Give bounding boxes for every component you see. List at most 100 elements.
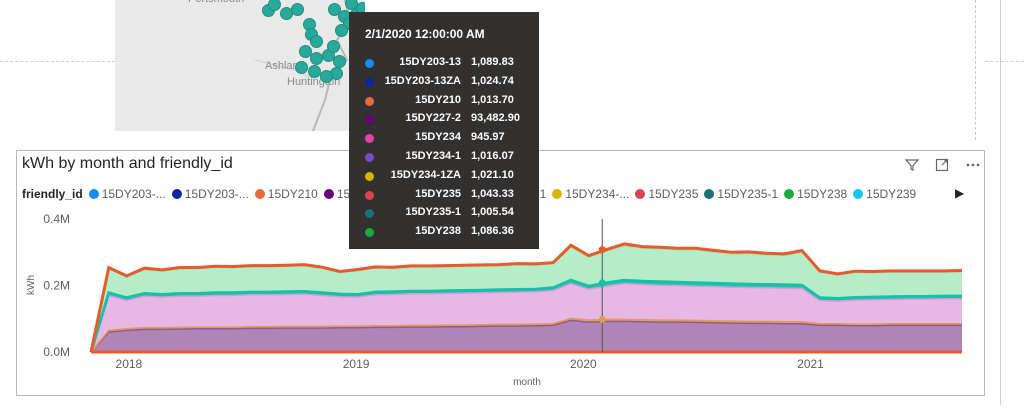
tooltip-row: 15DY235-1 1,005.54 [349,206,539,224]
tooltip-series-marker-icon [365,134,374,144]
tooltip-series-name: 15DY234 [415,131,461,144]
hover-marker [598,315,606,323]
map-data-point[interactable] [335,24,348,37]
legend-item[interactable]: 15DY234-... [552,187,629,201]
legend-marker-icon [704,189,715,199]
x-tick-label: 2021 [797,357,824,371]
map-data-point[interactable] [327,40,340,53]
legend-scroll-right-icon[interactable]: ▶ [955,186,965,200]
tooltip-row: 15DY210 1,013.70 [349,94,539,112]
map-data-point[interactable] [320,70,333,83]
tooltip-row: 15DY234-1ZA 1,021.10 [349,169,539,187]
map-visual[interactable]: PortsmouthAshlandHuntington [115,0,365,131]
tooltip-series-marker-icon [365,77,374,87]
series-line-base [90,319,962,353]
tooltip-series-marker-icon [365,153,374,162]
tooltip-series-marker-icon [365,115,374,125]
legend-label: 15DY210 [267,187,318,201]
tooltip-row: 15DY203-13 1,089.83 [349,56,539,74]
map-data-point[interactable] [310,35,323,48]
more-options-icon[interactable] [965,158,981,172]
tooltip-series-value: 1,043.33 [471,187,514,200]
legend-item[interactable]: 15DY239 [853,187,916,201]
map-data-point[interactable] [268,0,281,11]
legend-title: friendly_id [22,187,83,201]
series-line-thin-orange [90,317,962,353]
tooltip-series-value: 1,089.83 [471,56,514,68]
tooltip-title: 2/1/2020 12:00:00 AM [365,27,485,41]
legend-label: 15DY234-... [565,187,630,201]
tooltip-series-value: 1,024.74 [471,74,514,87]
tooltip-series-marker-icon [365,228,374,238]
legend-marker-icon [254,189,265,199]
x-tick-label: 2020 [570,357,597,371]
tooltip-series-name: 15DY235-1 [405,206,461,219]
legend-marker-icon [552,189,563,199]
legend-item[interactable]: 15DY235-1 [704,187,778,201]
legend-label: 15DY235-1 [717,187,779,201]
map-data-point[interactable] [291,3,304,16]
legend-label: 15DY235 [648,187,699,201]
legend-item[interactable]: 15DY203-... [88,187,166,201]
chart-title: kWh by month and friendly_id [22,155,233,172]
legend-item[interactable]: 15DY238 [784,187,847,201]
map-data-point[interactable] [299,45,312,58]
x-tick-label: 2018 [116,357,143,371]
series-line-top-orange [89,242,963,353]
canvas-edge [1000,0,1001,405]
chart-tooltip: 2/1/2020 12:00:00 AM 15DY203-13 1,089.83 1… [349,12,539,249]
legend-item[interactable]: 15DY210 [254,187,318,201]
hover-marker [598,246,606,254]
y-axis-title: kWh [26,275,37,295]
legend-item[interactable]: 15DY235 [635,187,698,201]
tooltip-series-value: 1,005.54 [471,206,514,219]
tooltip-series-value: 945.97 [471,131,505,144]
tooltip-row: 15DY235 1,043.33 [349,188,539,206]
tooltip-series-marker-icon [365,171,374,181]
y-tick-label: 0.0M [43,345,70,359]
map-place-label: Portsmouth [188,0,244,5]
filter-icon[interactable] [905,158,919,172]
tooltip-series-value: 1,021.10 [471,168,514,181]
legend-marker-icon [171,189,182,199]
legend-marker-icon [853,189,864,199]
legend-marker-icon [323,189,334,199]
tooltip-series-value: 1,086.36 [471,225,514,238]
x-axis-title: month [513,377,541,388]
legend-marker-icon [784,189,795,199]
map-data-point[interactable] [295,61,308,74]
tooltip-series-value: 1,016.07 [471,150,514,162]
tooltip-series-name: 15DY234-1ZA [390,168,461,181]
tooltip-series-name: 15DY203-13ZA [384,74,461,87]
legend-label: 15DY239 [866,187,917,201]
tooltip-series-name: 15DY235 [415,187,461,200]
tooltip-row: 15DY238 1,086.36 [349,225,539,243]
legend-label: 15DY238 [797,187,848,201]
legend-label: 15DY203-... [101,187,166,201]
tooltip-row: 15DY203-13ZA 1,024.74 [349,75,539,93]
tooltip-series-name: 15DY210 [415,93,461,106]
tooltip-row: 15DY234-1 1,016.07 [349,150,539,168]
map-data-point[interactable] [328,3,341,16]
canvas-guide-line [975,0,976,140]
legend-item[interactable]: 15DY203-... [171,187,249,201]
series-line-pink [90,282,962,353]
tooltip-series-name: 15DY227-2 [405,112,461,125]
canvas-guide-line [985,61,1024,62]
tooltip-series-marker-icon [365,59,374,68]
legend-marker-icon [88,189,99,199]
series-line-teal [89,278,962,353]
tooltip-series-value: 1,013.70 [471,93,514,106]
y-tick-label: 0.2M [43,279,70,293]
tooltip-row: 15DY227-2 93,482.90 [349,112,539,130]
tooltip-series-marker-icon [365,96,374,106]
tooltip-row: 15DY234 945.97 [349,131,539,149]
tooltip-series-value: 93,482.90 [471,112,520,125]
tooltip-series-name: 15DY234-1 [405,150,461,162]
map-place-label: Ashland [265,60,305,72]
tooltip-series-name: 15DY238 [415,225,461,238]
visual-header-icons [905,158,987,175]
focus-mode-icon[interactable] [935,158,949,172]
tooltip-series-marker-icon [365,190,374,200]
